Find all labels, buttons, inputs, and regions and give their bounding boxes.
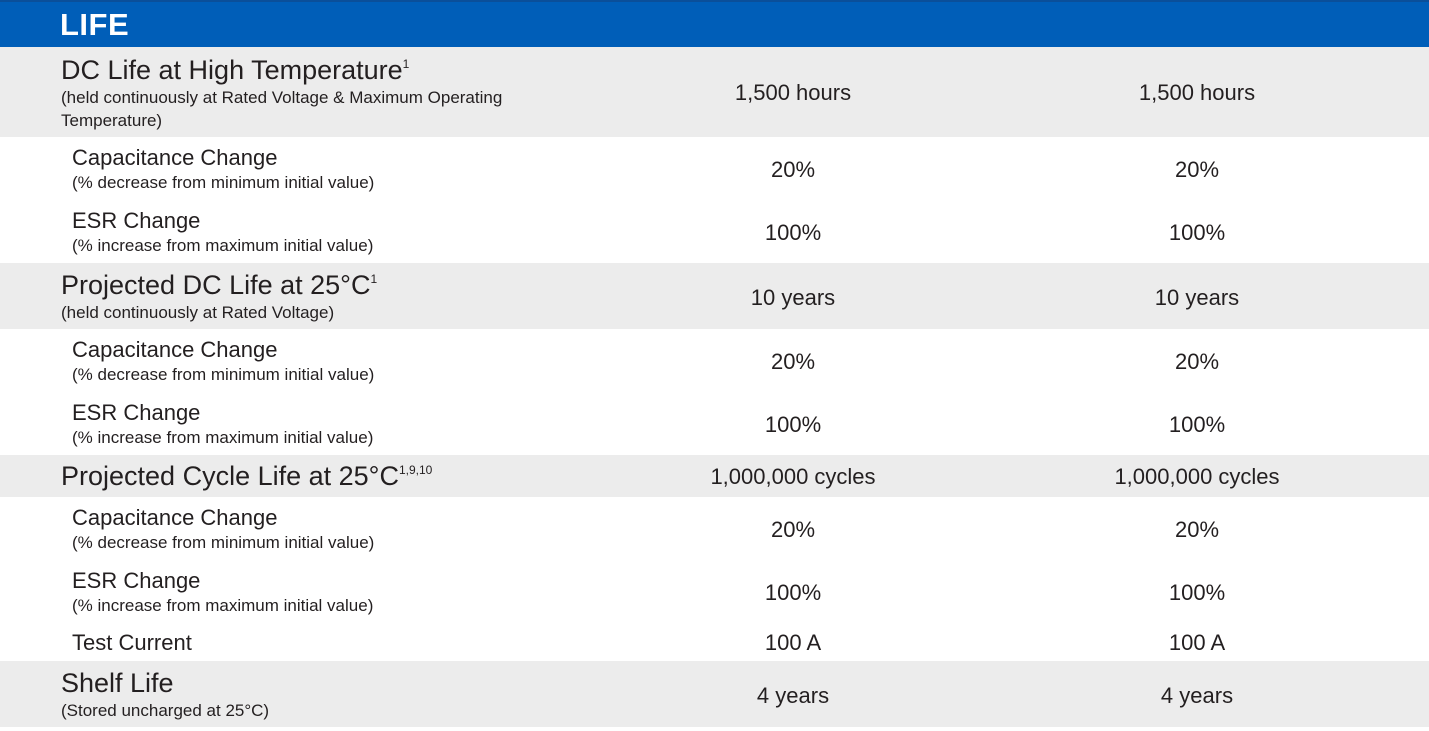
value-col-1: 100% xyxy=(764,220,822,245)
row-title: ESR Change xyxy=(72,568,201,593)
row-note: (% decrease from minimum initial value) xyxy=(72,533,375,552)
table-row-shelf-life: Shelf Life (Stored uncharged at 25°C) 4 … xyxy=(0,661,1429,727)
table-row-esr-change: ESR Change (% increase from maximum init… xyxy=(0,560,1429,623)
table-row-capacitance-change: Capacitance Change (% decrease from mini… xyxy=(0,137,1429,200)
row-label: Capacitance Change (% decrease from mini… xyxy=(72,337,374,386)
table-row-projected-dc-life: Projected DC Life at 25°C1 (held continu… xyxy=(0,263,1429,329)
row-note: Temperature) xyxy=(61,111,163,130)
row-title: Shelf Life xyxy=(61,668,174,698)
value-col-2: 1,000,000 cycles xyxy=(1114,464,1280,489)
table-row-capacitance-change: Capacitance Change (% decrease from mini… xyxy=(0,329,1429,392)
table-row-capacitance-change: Capacitance Change (% decrease from mini… xyxy=(0,497,1429,560)
row-note: (% increase from maximum initial value) xyxy=(72,236,374,255)
footnote-ref: 1 xyxy=(370,272,378,286)
row-label: DC Life at High Temperature1 (held conti… xyxy=(61,55,502,132)
value-col-2: 10 years xyxy=(1154,285,1240,310)
row-note: (held continuously at Rated Voltage) xyxy=(61,303,335,322)
row-title: Projected Cycle Life at 25°C1,9,10 xyxy=(61,461,433,491)
row-title: Test Current xyxy=(72,630,192,655)
table-row-projected-cycle-life: Projected Cycle Life at 25°C1,9,10 1,000… xyxy=(0,455,1429,497)
value-col-2: 100% xyxy=(1168,580,1226,605)
value-col-1: 100% xyxy=(764,580,822,605)
value-col-2: 100% xyxy=(1168,220,1226,245)
row-label: ESR Change (% increase from maximum init… xyxy=(72,400,373,449)
row-note: (% decrease from minimum initial value) xyxy=(72,173,375,192)
row-label: Capacitance Change (% decrease from mini… xyxy=(72,505,374,554)
footnote-ref: 1,9,10 xyxy=(398,463,433,477)
row-title: Capacitance Change xyxy=(72,505,278,530)
row-title: ESR Change xyxy=(72,400,201,425)
row-label: Projected DC Life at 25°C1 (held continu… xyxy=(61,270,377,324)
row-note: (% decrease from minimum initial value) xyxy=(72,365,375,384)
value-col-1: 20% xyxy=(770,157,816,182)
value-col-2: 100% xyxy=(1168,412,1226,437)
row-note: (% increase from maximum initial value) xyxy=(72,428,374,447)
table-row-test-current: Test Current 100 A 100 A xyxy=(0,623,1429,661)
value-col-1: 1,000,000 cycles xyxy=(710,464,876,489)
section-title: LIFE xyxy=(60,7,130,42)
row-title: ESR Change xyxy=(72,208,201,233)
value-col-1: 4 years xyxy=(756,683,830,708)
value-col-1: 10 years xyxy=(750,285,836,310)
section-header: LIFE xyxy=(0,0,1429,47)
value-col-2: 1,500 hours xyxy=(1138,80,1256,105)
value-col-1: 1,500 hours xyxy=(734,80,852,105)
row-title: DC Life at High Temperature1 xyxy=(61,55,410,85)
value-col-2: 20% xyxy=(1174,157,1220,182)
table-row-esr-change: ESR Change (% increase from maximum init… xyxy=(0,200,1429,263)
table-row-esr-change: ESR Change (% increase from maximum init… xyxy=(0,392,1429,455)
row-label: Test Current xyxy=(72,630,192,656)
value-col-1: 20% xyxy=(770,517,816,542)
row-title: Capacitance Change xyxy=(72,337,278,362)
value-col-2: 20% xyxy=(1174,349,1220,374)
row-label: Projected Cycle Life at 25°C1,9,10 xyxy=(61,461,432,492)
value-col-2: 20% xyxy=(1174,517,1220,542)
row-note: (Stored uncharged at 25°C) xyxy=(61,701,270,720)
table-row-dc-life-high-temp: DC Life at High Temperature1 (held conti… xyxy=(0,47,1429,137)
value-col-1: 20% xyxy=(770,349,816,374)
row-note: (held continuously at Rated Voltage & Ma… xyxy=(61,88,503,107)
footnote-ref: 1 xyxy=(402,57,410,71)
row-title: Projected DC Life at 25°C1 xyxy=(61,270,378,300)
row-label: ESR Change (% increase from maximum init… xyxy=(72,568,373,617)
value-col-1: 100% xyxy=(764,412,822,437)
row-note: (% increase from maximum initial value) xyxy=(72,596,374,615)
value-col-2: 4 years xyxy=(1160,683,1234,708)
row-title: Capacitance Change xyxy=(72,145,278,170)
row-label: ESR Change (% increase from maximum init… xyxy=(72,208,373,257)
value-col-2: 100 A xyxy=(1168,630,1226,655)
value-col-1: 100 A xyxy=(764,630,822,655)
row-label: Shelf Life (Stored uncharged at 25°C) xyxy=(61,668,269,722)
row-label: Capacitance Change (% decrease from mini… xyxy=(72,145,374,194)
